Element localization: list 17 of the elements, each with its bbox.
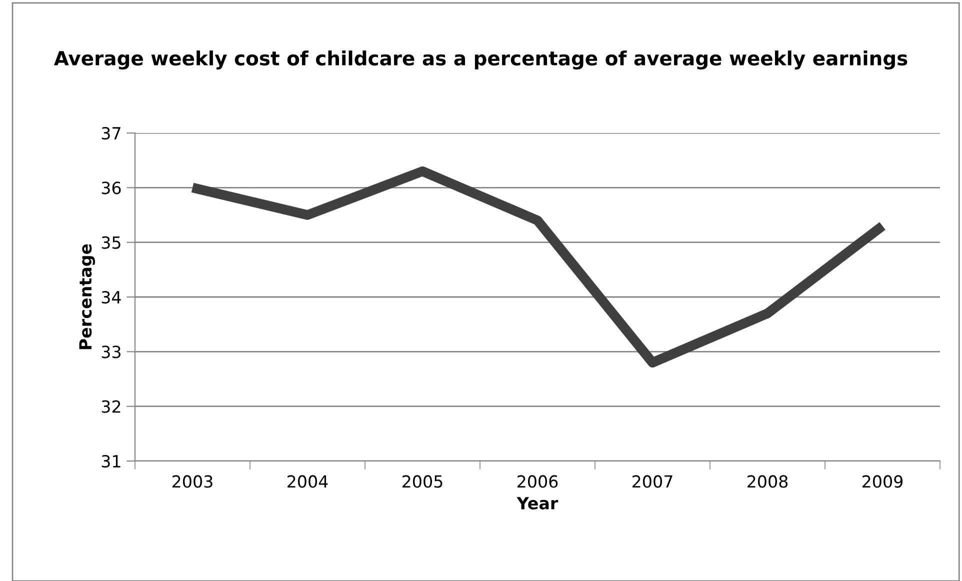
x-axis-title: Year	[516, 497, 558, 510]
x-tick-label: 2005	[402, 475, 442, 488]
y-tick-label: 37	[102, 126, 120, 140]
x-tick-label: 2009	[862, 475, 903, 488]
x-tick-label: 2004	[288, 475, 328, 488]
y-tick-label: 33	[102, 346, 120, 358]
chart-title: Average weekly cost of childcare as a percentage of average weekly earnings	[54, 50, 908, 70]
y-axis-title: Percentage	[79, 244, 96, 350]
y-tick-label: 31	[102, 454, 120, 468]
x-tick-label: 2003	[172, 475, 212, 488]
x-tick-label: 2007	[632, 475, 672, 488]
y-tick-label: 34	[102, 290, 121, 304]
x-tick-label: 2008	[748, 475, 788, 488]
y-tick-label: 35	[102, 236, 120, 249]
y-tick-label: 32	[102, 400, 120, 413]
y-tick-label: 36	[102, 182, 121, 194]
x-tick-label: 2006	[518, 475, 558, 488]
